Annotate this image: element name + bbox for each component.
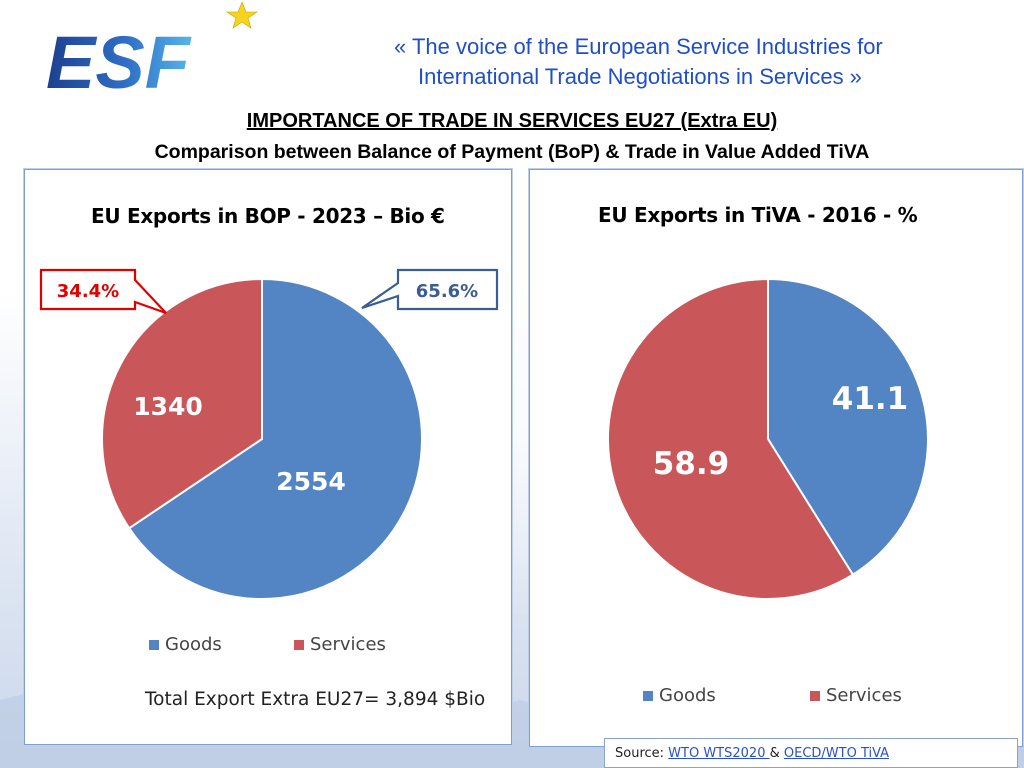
bop-value-label-goods: 2554: [276, 467, 346, 496]
bop-slice-goods: [127, 277, 423, 600]
bop-callout-goods: 65.6%: [361, 268, 499, 311]
bop-chart-title: EU Exports in BOP - 2023 – Bio €: [91, 204, 445, 228]
tiva-legend-label-services: Services: [826, 685, 902, 706]
tiva-chart-panel: EU Exports in TiVA - 2016 - % 41.1 58.9 Go…: [529, 169, 1023, 747]
source-separator: &: [769, 746, 780, 761]
source-note: Source: WTO WTS2020 & OECD/WTO TiVA: [604, 738, 1018, 768]
bop-legend-label-services: Services: [310, 634, 386, 655]
esf-logo: ESF: [44, 0, 264, 104]
tiva-slice-goods: [767, 277, 929, 577]
bop-value-label-services: 1340: [133, 392, 203, 421]
tagline: « The voice of the European Service Indu…: [394, 32, 1014, 92]
tagline-line-1: « The voice of the European Service Indu…: [394, 34, 883, 59]
bop-slice-services: [101, 277, 263, 530]
tiva-legend-swatch-goods: [643, 691, 653, 701]
bop-callout-services: 34.4%: [39, 268, 167, 315]
bop-legend-label-goods: Goods: [165, 634, 222, 655]
source-link-wto[interactable]: WTO WTS2020: [668, 746, 770, 761]
tiva-value-label-goods: 41.1: [832, 381, 909, 417]
bop-legend-swatch-goods: [149, 640, 159, 650]
bop-callout-services-text: 34.4%: [57, 281, 119, 302]
logo-text: ESF: [46, 21, 192, 100]
bop-chart-panel: EU Exports in BOP - 2023 – Bio € 2554 134…: [24, 169, 512, 745]
tiva-chart-title: EU Exports in TiVA - 2016 - %: [598, 203, 918, 227]
total-export-note: Total Export Extra EU27= 3,894 $Bio: [145, 689, 486, 710]
tiva-pie-chart: 41.1 58.9 Goods Services: [607, 277, 929, 706]
page-title: IMPORTANCE OF TRADE IN SERVICES EU27 (Ex…: [246, 110, 778, 132]
tiva-legend-label-goods: Goods: [659, 685, 716, 706]
tiva-value-label-services: 58.9: [653, 446, 730, 482]
star-icon: [226, 1, 258, 29]
tagline-line-2: International Trade Negotiations in Serv…: [418, 64, 862, 89]
tiva-slice-services: [607, 277, 855, 600]
tiva-legend-swatch-services: [810, 691, 820, 701]
bop-legend-swatch-services: [294, 640, 304, 650]
bop-pie-chart: 2554 1340 Goods Services 34.4% 65.6%: [39, 268, 499, 655]
bop-callout-goods-text: 65.6%: [416, 281, 478, 302]
source-prefix: Source:: [615, 746, 665, 761]
page-subtitle: Comparison between Balance of Payment (B…: [154, 141, 870, 163]
source-link-tiva[interactable]: OECD/WTO TiVA: [783, 746, 890, 761]
